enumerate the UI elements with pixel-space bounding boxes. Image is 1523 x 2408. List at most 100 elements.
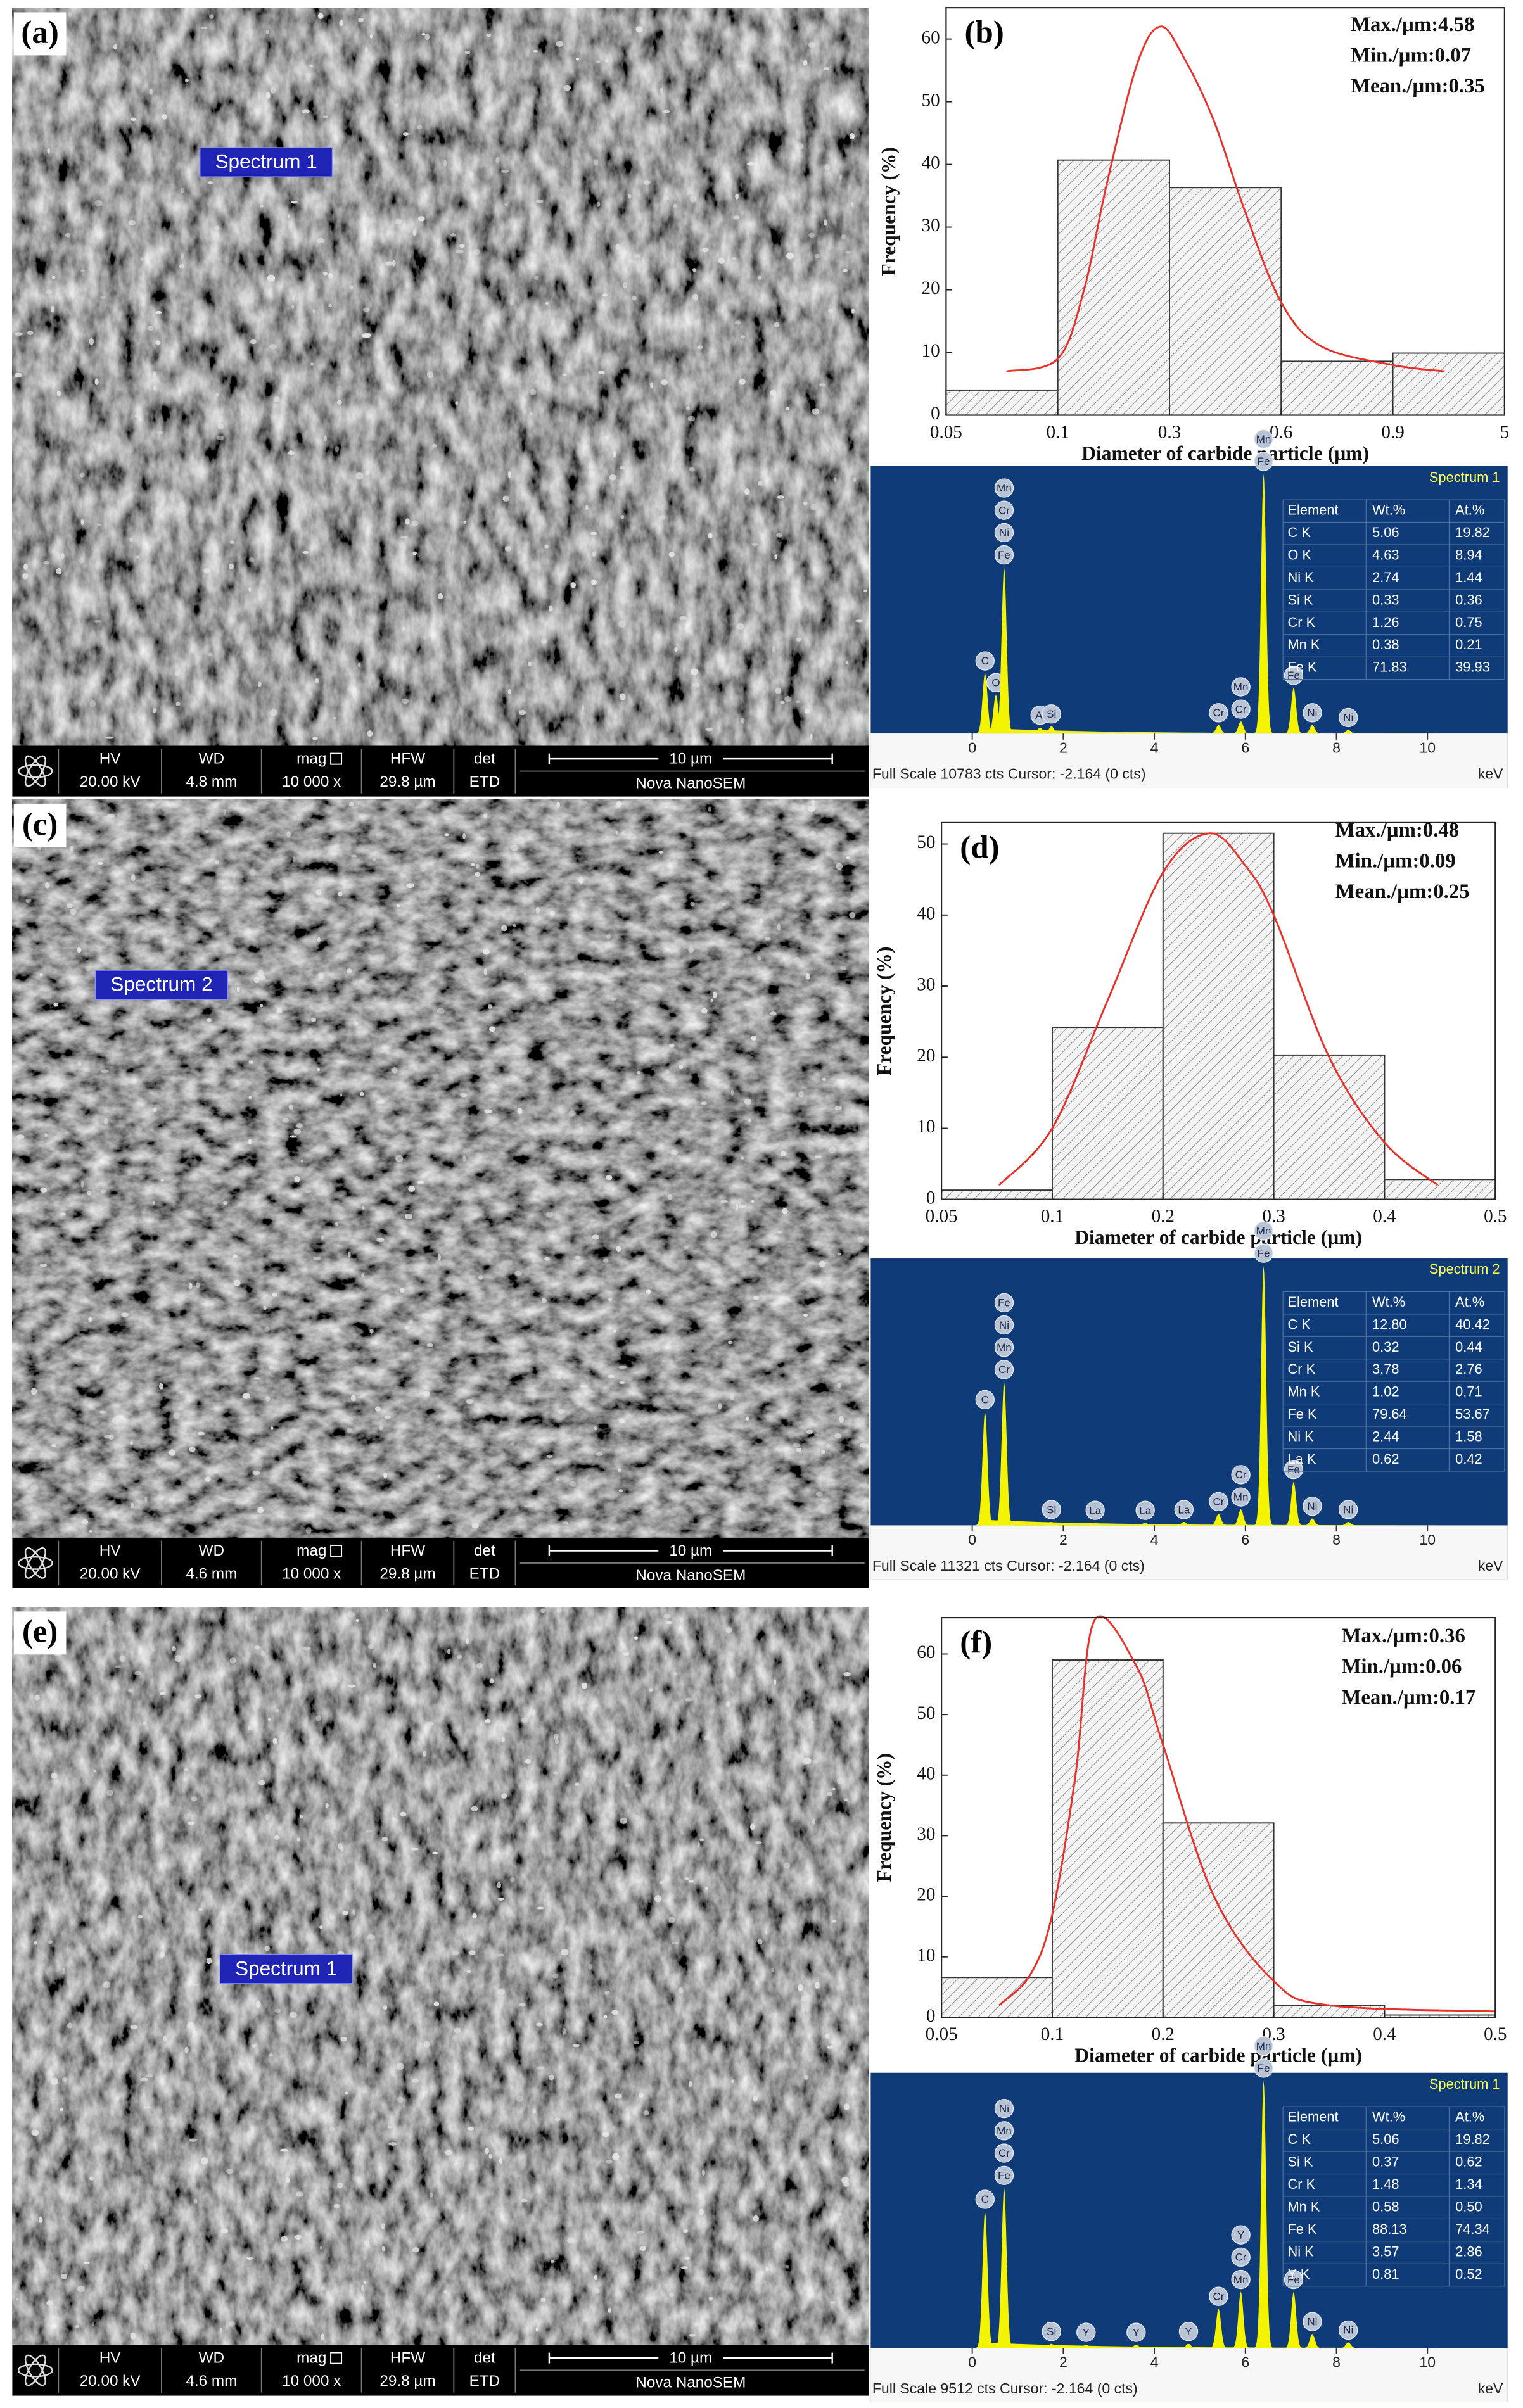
carbide-particle — [160, 1179, 164, 1182]
carbide-particle — [376, 1099, 385, 1104]
fit-curve — [998, 1615, 1496, 2013]
carbide-particle — [733, 215, 740, 220]
x-tick-label: 0.05 — [926, 1207, 958, 1227]
peak-label-bg — [994, 478, 1014, 498]
spectrum-tag: Spectrum 2 — [110, 973, 212, 996]
carbide-particle — [573, 2044, 580, 2048]
info-value: 4.8 mm — [186, 773, 237, 790]
peak — [1302, 2334, 1323, 2348]
carbide-particle — [169, 1449, 175, 1456]
carbide-particle — [588, 1963, 593, 1970]
carbide-particle — [774, 1678, 777, 1685]
y-tick-label: 30 — [917, 975, 935, 995]
peak-label: Ni — [1307, 1500, 1317, 1512]
peak — [1284, 1481, 1304, 1526]
carbide-particle — [248, 1060, 254, 1064]
carbide-particle — [472, 1913, 477, 1919]
carbide-particle — [824, 164, 831, 170]
carbide-particle — [242, 1393, 250, 1399]
carbide-particle — [691, 668, 699, 675]
carbide-particle — [444, 2290, 448, 2294]
carbide-particle — [189, 2138, 197, 2142]
peak-label: Fe — [1287, 669, 1300, 681]
carbide-particle — [319, 1925, 323, 1929]
carbide-particle — [688, 947, 694, 953]
peak — [1253, 473, 1274, 734]
carbide-particle — [608, 1374, 615, 1378]
bar — [1392, 352, 1505, 416]
table-cell: 0.62 — [1455, 2154, 1482, 2170]
carbide-particle — [229, 540, 235, 544]
carbide-particle — [796, 143, 804, 150]
annotation: Mean./µm:0.35 — [1351, 75, 1485, 98]
carbide-particle — [77, 2286, 85, 2293]
bar — [1273, 1054, 1386, 1200]
carbide-particle — [749, 1823, 755, 1830]
carbide-particle — [100, 296, 106, 300]
peak — [1173, 1521, 1194, 1526]
carbide-particle — [394, 219, 402, 225]
carbide-particle — [274, 1835, 280, 1840]
table-cell: Fe K — [1287, 1406, 1317, 1422]
carbide-particle — [701, 1008, 708, 1014]
carbide-particle — [349, 285, 354, 289]
carbide-particle — [392, 1817, 396, 1822]
spectrum-tag: Spectrum 1 — [235, 1956, 337, 1979]
plot-frame — [941, 1616, 1496, 2018]
carbide-particle — [34, 1940, 37, 1945]
carbide-particle — [252, 2044, 257, 2048]
carbide-particle — [575, 1255, 582, 1260]
peak-label: Fe — [1258, 2062, 1270, 2074]
carbide-particle — [556, 801, 560, 808]
carbide-particle — [97, 523, 102, 526]
carbide-particle — [535, 2022, 543, 2027]
carbide-particle — [412, 229, 417, 236]
carbide-particle — [499, 2157, 502, 2164]
carbide-particle — [188, 2242, 191, 2248]
table-cell: 0.75 — [1455, 614, 1482, 630]
peak-label-bg — [1231, 2247, 1251, 2267]
carbide-particle — [837, 1382, 841, 1388]
carbide-particle — [684, 1877, 690, 1880]
carbide-particle — [228, 2321, 236, 2327]
peak — [1253, 1265, 1274, 1526]
carbide-particle — [852, 477, 857, 483]
carbide-particle — [658, 851, 663, 854]
carbide-particle — [423, 635, 426, 640]
scale-label-bg — [658, 2348, 723, 2368]
table-cell: Ni K — [1287, 2243, 1314, 2259]
carbide-particle — [729, 1394, 735, 1400]
x-tick-label: 6 — [1241, 739, 1249, 756]
carbide-particle — [444, 833, 449, 837]
carbide-particle — [611, 2010, 619, 2015]
table-cell: 1.48 — [1372, 2176, 1399, 2192]
carbide-particle — [93, 1769, 97, 1772]
carbide-particle — [811, 865, 818, 870]
carbide-particle — [421, 1313, 430, 1319]
table-cell: 3.57 — [1372, 2243, 1399, 2259]
carbide-particle — [229, 1657, 236, 1664]
logo-orbit — [17, 764, 53, 778]
peak-label-bg — [994, 1315, 1014, 1335]
x-tick-label: 0.2 — [1152, 1207, 1175, 1227]
carbide-particle — [828, 1146, 836, 1154]
peak — [974, 2211, 995, 2348]
carbide-particle — [174, 671, 179, 676]
carbide-particle — [614, 2093, 622, 2099]
carbide-particle — [390, 1490, 397, 1495]
peak-label-bg — [1303, 703, 1322, 723]
carbide-particle — [287, 214, 291, 219]
spectrum-tag: Spectrum 1 — [215, 150, 317, 173]
carbide-particle — [291, 304, 295, 309]
carbide-particle — [43, 561, 49, 565]
carbide-particle — [23, 563, 28, 571]
bar — [1162, 1822, 1275, 2018]
carbide-particle — [270, 87, 276, 94]
peak-label-bg — [1178, 2322, 1199, 2341]
x-tick-label: 0.3 — [1158, 422, 1181, 442]
carbide-particle — [751, 1200, 755, 1203]
carbide-particle — [345, 2091, 348, 2095]
table-cell: 0.71 — [1455, 1384, 1482, 1400]
scale-label: 10 µm — [669, 2350, 712, 2367]
carbide-particle — [608, 2307, 612, 2313]
